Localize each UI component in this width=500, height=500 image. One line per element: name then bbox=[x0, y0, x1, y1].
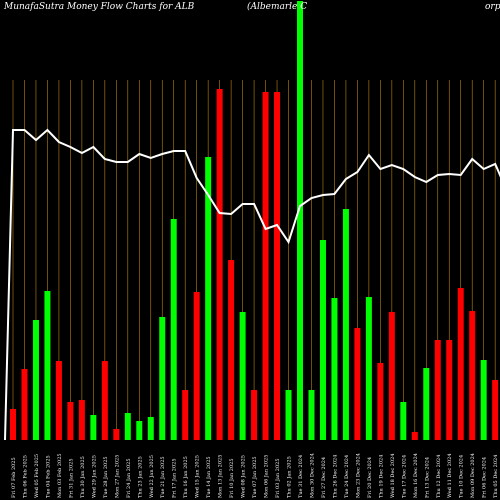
bar bbox=[434, 340, 441, 440]
x-tick-label: Tue 14 Jan 2025 bbox=[206, 456, 212, 498]
x-tick-label: Fri 27 Dec 2024 bbox=[321, 457, 327, 498]
x-tick-label: Wed 05 Feb 2025 bbox=[34, 454, 40, 498]
bar bbox=[457, 288, 464, 440]
x-tick-label: Tue 17 Dec 2024 bbox=[401, 455, 407, 498]
bar bbox=[411, 432, 418, 440]
bar bbox=[400, 402, 407, 440]
x-tick-label: Fri 06 Dec 2024 bbox=[482, 457, 488, 498]
x-tick-label: Thu 06 Feb 2025 bbox=[22, 455, 28, 498]
x-tick-label: Mon 03 Feb 2025 bbox=[57, 453, 63, 498]
bar bbox=[492, 380, 499, 440]
x-tick-label: Thu 23 Jan 2025 bbox=[137, 456, 143, 498]
x-tick-label: Wed 15 Jan 2025 bbox=[195, 455, 201, 498]
x-tick-label: Thu 26 Dec 2024 bbox=[332, 455, 338, 498]
x-tick-label: Fri 03 Jan 2025 bbox=[275, 458, 281, 498]
x-tick-label: Thu 02 Jan 2025 bbox=[287, 456, 293, 498]
bar bbox=[44, 291, 51, 440]
bar bbox=[354, 328, 361, 440]
x-tick-label: Tue 04 Feb 2025 bbox=[45, 455, 51, 498]
x-tick-label: Fri 10 Jan 2025 bbox=[229, 458, 235, 498]
x-tick-label: Fri 24 Jan 2025 bbox=[126, 458, 132, 498]
x-tick-label: Tue 07 Jan 2025 bbox=[252, 456, 258, 498]
bar bbox=[113, 429, 120, 440]
x-tick-label: Wed 18 Dec 2024 bbox=[390, 453, 396, 498]
x-tick-label: Wed 08 Jan 2025 bbox=[241, 455, 247, 498]
bar bbox=[262, 92, 269, 440]
bar bbox=[446, 340, 453, 440]
x-tick-label: Tue 21 Jan 2025 bbox=[160, 456, 166, 498]
bar bbox=[377, 363, 384, 440]
bar bbox=[228, 260, 235, 440]
bar bbox=[182, 390, 189, 440]
bar bbox=[297, 1, 303, 440]
bar bbox=[319, 240, 326, 440]
bar bbox=[147, 417, 154, 440]
x-tick-label: Thu 05 Dec 2024 bbox=[493, 455, 499, 498]
bar bbox=[239, 312, 246, 440]
bar bbox=[67, 402, 74, 440]
x-tick-label: Tue 31 Dec 2024 bbox=[298, 455, 304, 498]
x-tick-label: Fri 31 Jan 2025 bbox=[68, 458, 74, 498]
x-tick-label: Mon 27 Jan 2025 bbox=[114, 455, 120, 498]
x-axis-tick-labels: Fri 07 Feb 2025 Thu 06 Feb 2025 Wed 05 Feb… bbox=[11, 453, 499, 498]
bar bbox=[469, 311, 476, 440]
x-tick-label: Mon 30 Dec 2024 bbox=[309, 453, 315, 498]
bar bbox=[423, 368, 430, 440]
chart-title-right: orp bbox=[485, 2, 500, 12]
x-tick-label: Tue 28 Jan 2025 bbox=[103, 456, 109, 498]
bar bbox=[55, 361, 62, 440]
bar-series bbox=[10, 1, 499, 440]
bar bbox=[32, 320, 39, 440]
x-tick-label: Fri 13 Dec 2024 bbox=[424, 457, 430, 498]
bar bbox=[331, 298, 338, 440]
x-tick-label: Wed 22 Jan 2025 bbox=[149, 455, 155, 498]
bar bbox=[216, 89, 223, 440]
money-flow-line bbox=[4, 128, 500, 441]
x-tick-label: Fri 07 Feb 2025 bbox=[11, 457, 17, 498]
x-tick-label: Thu 16 Jan 2025 bbox=[183, 456, 189, 498]
x-tick-label: Tue 24 Dec 2024 bbox=[344, 455, 350, 498]
bar bbox=[274, 92, 281, 440]
bar bbox=[124, 413, 131, 440]
bar bbox=[388, 312, 395, 440]
x-tick-label: Mon 13 Jan 2025 bbox=[218, 455, 224, 498]
x-tick-label: Thu 12 Dec 2024 bbox=[436, 455, 442, 498]
bar bbox=[193, 292, 200, 440]
x-tick-label: Tue 10 Dec 2024 bbox=[459, 455, 465, 498]
x-tick-label: Thu 30 Jan 2025 bbox=[80, 456, 86, 498]
x-tick-label: Wed 29 Jan 2025 bbox=[91, 455, 97, 498]
bar bbox=[308, 390, 315, 440]
bar bbox=[365, 297, 372, 440]
bar bbox=[10, 409, 16, 440]
bar bbox=[251, 390, 258, 440]
x-tick-label: Thu 19 Dec 2024 bbox=[378, 455, 384, 498]
x-tick-label: Mon 09 Dec 2024 bbox=[470, 453, 476, 498]
x-tick-label: Fri 20 Dec 2024 bbox=[367, 457, 373, 498]
bar bbox=[90, 415, 97, 440]
x-tick-label: Mon 16 Dec 2024 bbox=[413, 453, 419, 498]
x-tick-label: Mon 06 Jan 2025 bbox=[264, 455, 270, 498]
bar bbox=[78, 400, 85, 440]
chart-title: MunafaSutra Money Flow Charts for ALB bbox=[3, 2, 195, 12]
bar bbox=[136, 421, 143, 440]
bar bbox=[101, 361, 108, 440]
x-tick-label: Mon 23 Dec 2024 bbox=[355, 453, 361, 498]
chart-subtitle: (Albemarle C bbox=[247, 1, 307, 12]
x-tick-label: Wed 11 Dec 2024 bbox=[447, 453, 453, 498]
bar bbox=[285, 390, 292, 440]
bar bbox=[480, 360, 487, 440]
bar bbox=[342, 209, 349, 440]
bar bbox=[159, 317, 166, 440]
bar bbox=[205, 157, 212, 440]
bar bbox=[21, 369, 28, 440]
x-tick-label: Fri 17 Jan 2025 bbox=[172, 458, 178, 498]
bar bbox=[170, 219, 177, 440]
